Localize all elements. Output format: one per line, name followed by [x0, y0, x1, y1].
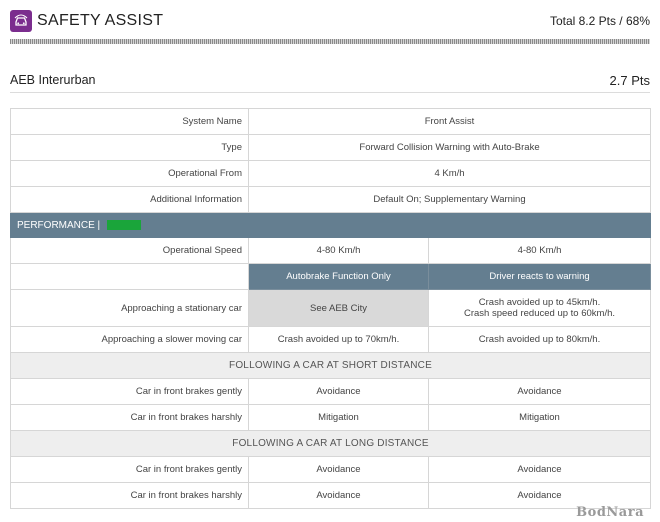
row-label: Additional Information	[10, 186, 249, 213]
subsection-title: FOLLOWING A CAR AT SHORT DISTANCE	[10, 352, 651, 379]
row-value: Forward Collision Warning with Auto-Brak…	[248, 134, 651, 161]
short-distance-header: FOLLOWING A CAR AT SHORT DISTANCE	[10, 352, 651, 379]
row-label: Operational Speed	[10, 237, 249, 264]
autobrake-value: See AEB City	[248, 289, 429, 327]
driver-value: Avoidance	[428, 482, 651, 509]
row-label: Approaching a stationary car	[10, 289, 249, 327]
driver-value: Avoidance	[428, 378, 651, 405]
info-row-system-name: System Name Front Assist	[10, 108, 651, 135]
row-value: 4 Km/h	[248, 160, 651, 187]
row-label: Type	[10, 134, 249, 161]
car-safety-icon	[10, 10, 32, 32]
column-header-autobrake: Autobrake Function Only	[248, 263, 429, 290]
total-score: Total 8.2 Pts / 68%	[549, 14, 650, 28]
row-label: Car in front brakes gently	[10, 378, 249, 405]
driver-value: Avoidance	[428, 456, 651, 483]
long-distance-header: FOLLOWING A CAR AT LONG DISTANCE	[10, 430, 651, 457]
column-header-driver: Driver reacts to warning	[428, 263, 651, 290]
driver-value-line2: Crash speed reduced up to 60km/h.	[463, 308, 616, 319]
row-label: Operational From	[10, 160, 249, 187]
driver-value: Crash avoided up to 80km/h.	[428, 326, 651, 353]
autobrake-value: 4-80 Km/h	[248, 237, 429, 264]
subsection-title: FOLLOWING A CAR AT LONG DISTANCE	[10, 430, 651, 457]
driver-value: Crash avoided up to 45km/h. Crash speed …	[428, 289, 651, 327]
driver-value: Mitigation	[428, 404, 651, 431]
row-label: Car in front brakes harshly	[10, 404, 249, 431]
autobrake-value: Avoidance	[248, 378, 429, 405]
driver-value: 4-80 Km/h	[428, 237, 651, 264]
watermark: BodNara	[576, 505, 644, 520]
autobrake-value: Avoidance	[248, 456, 429, 483]
column-header-blank	[10, 263, 249, 290]
approach-row-slower: Approaching a slower moving car Crash av…	[10, 326, 651, 353]
performance-cell: PERFORMANCE |	[10, 212, 651, 238]
column-header-row: Autobrake Function Only Driver reacts to…	[10, 263, 651, 290]
short-distance-row: Car in front brakes harshly Mitigation M…	[10, 404, 651, 431]
section-title: AEB Interurban	[10, 73, 96, 87]
row-label: Car in front brakes harshly	[10, 482, 249, 509]
performance-rating-bar	[106, 219, 141, 230]
autobrake-value: Avoidance	[248, 482, 429, 509]
long-distance-row: Car in front brakes gently Avoidance Avo…	[10, 456, 651, 483]
results-table: System Name Front Assist Type Forward Co…	[10, 108, 651, 509]
performance-label: PERFORMANCE |	[17, 219, 101, 231]
row-label: System Name	[10, 108, 249, 135]
driver-value-line1: Crash avoided up to 45km/h.	[478, 297, 601, 308]
long-distance-row: Car in front brakes harshly Avoidance Av…	[10, 482, 651, 509]
info-row-additional-information: Additional Information Default On; Suppl…	[10, 186, 651, 213]
info-row-operational-from: Operational From 4 Km/h	[10, 160, 651, 187]
header: SAFETY ASSIST Total 8.2 Pts / 68%	[10, 8, 650, 34]
row-label: Car in front brakes gently	[10, 456, 249, 483]
row-value: Front Assist	[248, 108, 651, 135]
section-header: AEB Interurban 2.7 Pts	[10, 68, 650, 93]
page-title: SAFETY ASSIST	[37, 12, 164, 29]
performance-header: PERFORMANCE |	[10, 212, 651, 238]
header-divider	[10, 39, 650, 44]
short-distance-row: Car in front brakes gently Avoidance Avo…	[10, 378, 651, 405]
autobrake-value: Mitigation	[248, 404, 429, 431]
autobrake-value: Crash avoided up to 70km/h.	[248, 326, 429, 353]
row-value: Default On; Supplementary Warning	[248, 186, 651, 213]
row-label: Approaching a slower moving car	[10, 326, 249, 353]
section-points: 2.7 Pts	[609, 72, 650, 88]
approach-row-stationary: Approaching a stationary car See AEB Cit…	[10, 289, 651, 327]
operational-speed-row: Operational Speed 4-80 Km/h 4-80 Km/h	[10, 237, 651, 264]
info-row-type: Type Forward Collision Warning with Auto…	[10, 134, 651, 161]
